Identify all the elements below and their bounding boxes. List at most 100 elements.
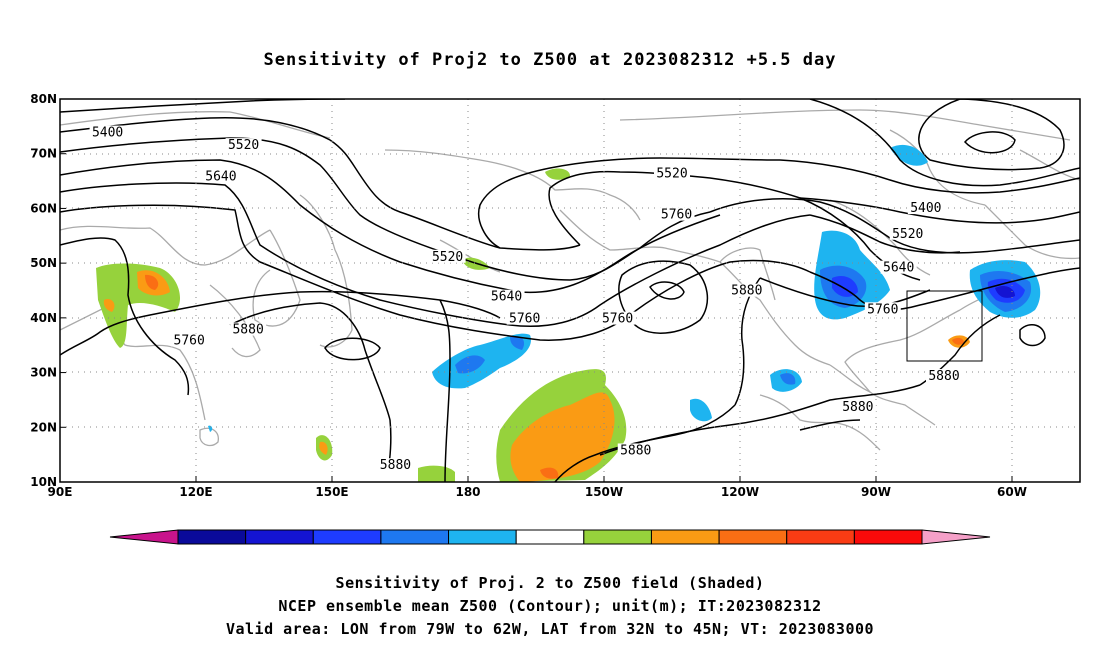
lon-tick-label: 60W <box>997 485 1027 499</box>
contour-label-text: 5640 <box>205 169 236 184</box>
contour-label-text: 5760 <box>867 302 898 317</box>
lon-tick-label: 180 <box>455 485 480 499</box>
contour-label-text: 5880 <box>620 443 651 458</box>
lon-tick-label: 120E <box>179 485 212 499</box>
contour-label-bg <box>202 169 239 183</box>
axis-labels: 90E 120E 150E 180 150W 120W 90W 60W 80N 70N 60N 50N… <box>30 92 1027 499</box>
contour-label-text: 5520 <box>656 167 687 182</box>
contour-label: 5760 <box>658 207 695 223</box>
lat-tick-label: 80N <box>30 92 57 106</box>
lon-tick-label: 150W <box>585 485 623 499</box>
colorbar-box <box>312 529 382 545</box>
contour-label: 5880 <box>728 283 765 299</box>
colorbar-box <box>515 529 585 545</box>
contour-label: 5880 <box>839 400 876 415</box>
contour-label-text: 5640 <box>491 290 522 305</box>
colorbar-max-arrow <box>921 529 991 545</box>
contour-label: 5520 <box>889 226 926 242</box>
contour-label-text: 5640 <box>883 261 914 276</box>
contour-label-bg <box>488 289 525 303</box>
contour-label-text: 5520 <box>432 250 463 265</box>
lat-tick-label: 60N <box>30 201 57 215</box>
contour-label-text: 5760 <box>509 312 540 327</box>
contour-label: 5400 <box>907 201 944 216</box>
contour-label: 5640 <box>202 169 239 184</box>
caption-contour: NCEP ensemble mean Z500 (Contour); unit(… <box>278 597 822 615</box>
lat-tick-label: 10N <box>30 475 57 489</box>
contour-label-bg <box>617 443 654 457</box>
sensitivity-map: 5400 5520 5640 5520 5640 5760 5880 5760 5760 5520… <box>30 92 1081 545</box>
lon-tick-label: 90W <box>861 485 891 499</box>
contour-label-bg <box>864 302 901 316</box>
contour-label: 5520 <box>429 249 466 265</box>
contour-label-bg <box>89 125 126 139</box>
contour-label-bg <box>839 400 876 414</box>
contour-label-text: 5880 <box>928 369 959 384</box>
contour-label-bg <box>907 201 944 215</box>
colorbar-box <box>853 529 923 545</box>
contour-label: 5760 <box>864 302 901 317</box>
contour-label-text: 5400 <box>910 201 941 216</box>
contour-label-text: 5880 <box>380 458 411 473</box>
contour-labels: 5400 5520 5640 5520 5640 5760 5880 5760 5760 5520… <box>89 125 962 473</box>
contour-label: 5520 <box>654 166 690 182</box>
contour-label-text: 5760 <box>602 312 633 327</box>
contour-label: 5760 <box>171 333 208 348</box>
contour-label: 5520 <box>225 138 262 153</box>
contour-label-text: 5520 <box>892 227 923 242</box>
sensitivity-shading <box>96 144 1041 482</box>
gridlines <box>60 99 1080 482</box>
contour-label-text: 5760 <box>174 333 205 348</box>
contour-label-bg <box>230 322 267 336</box>
colorbar-box <box>177 529 247 545</box>
colorbar-min-arrow <box>109 529 179 545</box>
contour-label-bg <box>225 138 262 152</box>
contour-label-text: 5520 <box>228 138 259 153</box>
contour-label: 5400 <box>89 125 126 141</box>
contour-label-text: 5760 <box>661 208 692 223</box>
contour-label-bg <box>599 311 636 325</box>
plot-frame <box>59 98 1081 483</box>
colorbar-box <box>583 529 652 545</box>
contour-label-bg <box>171 333 208 347</box>
caption-valid-area: Valid area: LON from 79W to 62W, LAT fro… <box>225 620 875 638</box>
contour-label: 5640 <box>880 260 917 276</box>
contour-label-bg <box>658 207 695 221</box>
contour-label-text: 5880 <box>731 284 762 299</box>
contour-label: 5880 <box>617 443 654 458</box>
lon-tick-label: 120W <box>721 485 759 499</box>
lat-tick-label: 40N <box>30 311 57 325</box>
contour-label-text: 5400 <box>92 126 123 141</box>
contour-label: 5880 <box>230 322 267 338</box>
contour-label-bg <box>377 458 414 472</box>
colorbar-box <box>380 529 450 545</box>
contour-label-bg <box>654 166 690 180</box>
contour-label: 5760 <box>506 311 543 327</box>
contour-label-bg <box>728 283 765 297</box>
valid-area-box <box>906 290 983 362</box>
lon-tick-label: 90E <box>48 485 73 499</box>
contour-label: 5640 <box>488 289 525 305</box>
map-title: Sensitivity of Proj2 to Z500 at 20230823… <box>263 50 837 70</box>
contour-label: 5880 <box>377 458 414 473</box>
contour-label: 5760 <box>599 311 636 327</box>
colorbar-box <box>650 529 720 545</box>
contour-label-text: 5880 <box>232 323 263 338</box>
lat-tick-label: 70N <box>30 147 57 161</box>
contour-label-bg <box>429 249 466 263</box>
contour-label-bg <box>506 311 543 325</box>
contour-label-text: 5880 <box>842 400 873 415</box>
colorbar: -0.9-0.8-0.7-0.6-0.5-0.420.420.50.60.70.… <box>109 529 991 545</box>
lat-tick-label: 50N <box>30 256 57 270</box>
colorbar-box <box>786 529 855 545</box>
contour-label: 5880 <box>926 369 962 384</box>
lat-tick-label: 20N <box>30 420 57 434</box>
colorbar-box <box>245 529 314 545</box>
contour-label-bg <box>880 260 917 274</box>
lon-tick-label: 150E <box>315 485 348 499</box>
caption-shading: Sensitivity of Proj. 2 to Z500 field (Sh… <box>335 574 765 592</box>
lat-tick-label: 30N <box>30 366 57 380</box>
contour-label-bg <box>926 369 962 383</box>
contour-label-bg <box>889 226 926 240</box>
colorbar-box <box>718 529 788 545</box>
